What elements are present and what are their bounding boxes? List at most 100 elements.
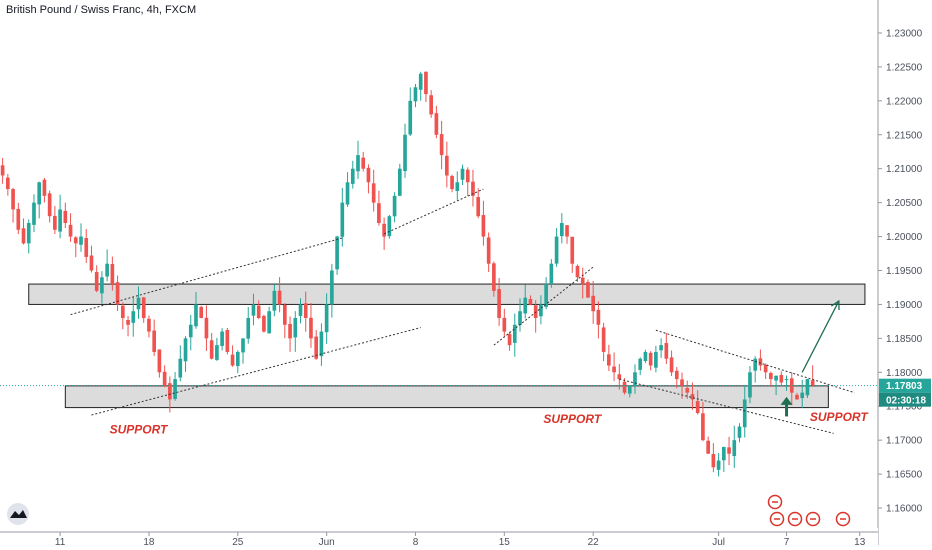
candle-body bbox=[21, 228, 26, 244]
x-tick-label: 15 bbox=[499, 537, 511, 548]
candle-body bbox=[471, 181, 475, 196]
candle-body bbox=[47, 193, 52, 217]
support-label-1: SUPPORT bbox=[110, 422, 169, 436]
candle-body bbox=[345, 182, 350, 205]
candle-body bbox=[523, 297, 528, 314]
candle-body bbox=[418, 73, 423, 90]
candle-body bbox=[659, 345, 663, 351]
candle-body bbox=[528, 299, 533, 305]
candle-body bbox=[16, 208, 21, 230]
candle-body bbox=[79, 236, 83, 245]
candle-body bbox=[648, 352, 653, 366]
countdown-tag bbox=[879, 392, 931, 407]
candle-body bbox=[303, 303, 308, 319]
candle-body bbox=[26, 222, 31, 244]
candle-body bbox=[591, 295, 596, 312]
candle-body bbox=[544, 284, 548, 307]
candle-body bbox=[324, 304, 329, 333]
candle-body bbox=[549, 263, 554, 285]
candle-body bbox=[272, 290, 277, 311]
candle-body bbox=[805, 379, 810, 396]
candle-body bbox=[533, 305, 538, 319]
candle-body bbox=[126, 320, 130, 325]
candle-body bbox=[115, 282, 120, 305]
y-tick-label: 1.18000 bbox=[886, 368, 923, 379]
candle-body bbox=[42, 179, 47, 196]
candle-body bbox=[371, 183, 376, 203]
candle-body bbox=[481, 215, 486, 237]
y-tick-label: 1.17000 bbox=[886, 436, 923, 447]
candle-body bbox=[706, 440, 710, 454]
trendline-6[interactable] bbox=[619, 378, 834, 434]
trendline-2[interactable] bbox=[91, 327, 421, 416]
candle-body bbox=[654, 351, 658, 368]
candle-body bbox=[387, 216, 392, 237]
candle-body bbox=[627, 385, 632, 394]
trendline-4[interactable] bbox=[493, 266, 594, 346]
candle-body bbox=[68, 224, 73, 237]
candle-body bbox=[685, 388, 690, 393]
candle-body bbox=[377, 203, 381, 223]
x-tick-label: 8 bbox=[413, 537, 419, 548]
candle-body bbox=[94, 271, 99, 291]
trendline-1[interactable] bbox=[70, 237, 343, 316]
candle-body bbox=[476, 197, 481, 217]
candle-body bbox=[282, 304, 287, 325]
support-label-3: SUPPORT bbox=[810, 410, 869, 424]
countdown-label: 02:30:18 bbox=[886, 396, 926, 407]
time-axis[interactable] bbox=[0, 528, 878, 550]
candle-body bbox=[742, 399, 747, 428]
candle-body bbox=[251, 304, 256, 316]
candle-body bbox=[32, 202, 36, 225]
candle-body bbox=[445, 155, 449, 176]
candle-body bbox=[674, 370, 679, 380]
zone-box-2[interactable] bbox=[64, 385, 829, 409]
candle-body bbox=[361, 157, 366, 169]
candle-body bbox=[110, 264, 115, 285]
candle-body bbox=[63, 210, 68, 223]
candle-body bbox=[0, 165, 5, 176]
candle-body bbox=[340, 202, 345, 237]
candle-body bbox=[392, 195, 397, 217]
candle-body bbox=[502, 317, 507, 332]
zone-layer bbox=[28, 283, 866, 409]
candle-body bbox=[173, 379, 177, 399]
candle-body bbox=[460, 168, 465, 180]
trendline-5[interactable] bbox=[655, 329, 855, 394]
candle-body bbox=[497, 289, 501, 319]
candle-body bbox=[439, 134, 444, 156]
candle-body bbox=[586, 282, 590, 298]
target-arrow-head bbox=[830, 299, 840, 311]
candle-body bbox=[136, 297, 141, 310]
candle-body bbox=[220, 331, 224, 346]
candle-body bbox=[89, 255, 94, 271]
candle-body bbox=[6, 177, 10, 190]
candle-body bbox=[633, 372, 637, 386]
candle-body bbox=[230, 354, 235, 366]
candle-body bbox=[774, 375, 778, 381]
candle-body bbox=[298, 304, 303, 316]
candle-body bbox=[413, 87, 418, 102]
target-arrow[interactable] bbox=[801, 300, 840, 373]
current-price-label: 1.17803 bbox=[886, 381, 923, 392]
candle-body bbox=[732, 440, 737, 457]
candle-body bbox=[607, 354, 611, 366]
candle-body bbox=[84, 237, 89, 257]
candle-body bbox=[795, 394, 799, 400]
candle-body bbox=[194, 304, 198, 327]
y-tick-label: 1.17500 bbox=[886, 402, 923, 413]
candle-body bbox=[37, 182, 42, 205]
candle-body bbox=[680, 379, 684, 386]
price-axis[interactable] bbox=[878, 0, 932, 550]
candle-body bbox=[58, 209, 62, 232]
candle-body bbox=[753, 358, 758, 371]
candle-body bbox=[330, 270, 334, 305]
candle-body bbox=[225, 330, 230, 352]
x-tick-label: 7 bbox=[784, 537, 790, 548]
candle-body bbox=[183, 338, 188, 362]
candle-body bbox=[288, 323, 292, 339]
y-tick-label: 1.21500 bbox=[886, 130, 923, 141]
zone-box-1[interactable] bbox=[28, 283, 866, 305]
